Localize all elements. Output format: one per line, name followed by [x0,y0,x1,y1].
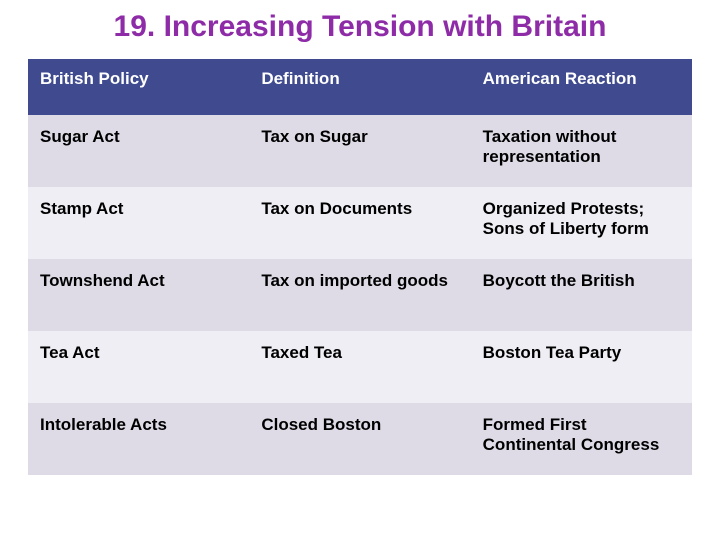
table-row: Townshend Act Tax on imported goods Boyc… [28,259,692,331]
table-row: Intolerable Acts Closed Boston Formed Fi… [28,403,692,475]
cell: Boycott the British [471,259,692,331]
cell: Tax on imported goods [249,259,470,331]
page-title: 19. Increasing Tension with Britain [28,10,692,45]
cell: Sugar Act [28,115,249,187]
cell: Tax on Documents [249,187,470,259]
table-row: Sugar Act Tax on Sugar Taxation without … [28,115,692,187]
col-header-policy: British Policy [28,59,249,115]
cell: Tax on Sugar [249,115,470,187]
cell: Formed First Continental Congress [471,403,692,475]
table-body: Sugar Act Tax on Sugar Taxation without … [28,115,692,475]
table-header-row: British Policy Definition American React… [28,59,692,115]
table-row: Stamp Act Tax on Documents Organized Pro… [28,187,692,259]
col-header-definition: Definition [249,59,470,115]
slide: 19. Increasing Tension with Britain Brit… [0,0,720,540]
cell: Closed Boston [249,403,470,475]
cell: Organized Protests; Sons of Liberty form [471,187,692,259]
col-header-reaction: American Reaction [471,59,692,115]
policy-table: British Policy Definition American React… [28,59,692,475]
cell: Tea Act [28,331,249,403]
cell: Boston Tea Party [471,331,692,403]
table-row: Tea Act Taxed Tea Boston Tea Party [28,331,692,403]
cell: Townshend Act [28,259,249,331]
cell: Stamp Act [28,187,249,259]
cell: Intolerable Acts [28,403,249,475]
cell: Taxed Tea [249,331,470,403]
cell: Taxation without representation [471,115,692,187]
